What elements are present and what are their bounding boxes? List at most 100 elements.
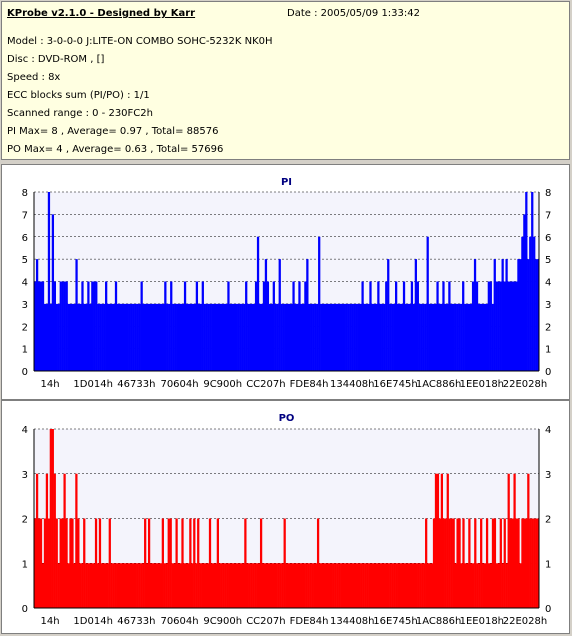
pi-bar (371, 303, 374, 372)
po-xtick: 70604h (160, 616, 198, 627)
pi-bar (511, 281, 514, 371)
pi-bar (103, 303, 106, 372)
po-bar (175, 518, 178, 608)
po-bar (460, 563, 463, 608)
pi-bar (95, 281, 98, 371)
pi-bar (296, 303, 299, 372)
pi-bar (351, 303, 354, 372)
po-bar (67, 563, 70, 608)
po-bar (501, 563, 504, 608)
pi-bar (146, 303, 149, 372)
pi-bar (168, 303, 171, 372)
pi-bar (172, 303, 175, 372)
pi-bar (185, 303, 189, 372)
pi-bar (531, 192, 534, 371)
po-bar (311, 563, 314, 608)
po-bar (191, 563, 194, 608)
po-bar (436, 473, 440, 608)
po-bar (206, 563, 210, 608)
pi-bar (233, 303, 236, 372)
pi-bar (460, 303, 463, 372)
po-bar (73, 563, 76, 608)
pi-bar (276, 303, 279, 372)
po-bar (199, 563, 202, 608)
po-bar (450, 518, 453, 608)
pi-bar (162, 303, 165, 372)
po-bar (301, 563, 304, 608)
po-bar (523, 518, 526, 608)
pi-bar (393, 303, 396, 372)
pi-bar (391, 303, 394, 372)
po-bar (94, 518, 98, 608)
pi-bar (203, 303, 206, 372)
pi-bar (471, 281, 475, 371)
pi-bar (197, 303, 200, 372)
pi-bar (525, 192, 528, 371)
po-bar (116, 563, 119, 608)
po-bar (509, 518, 512, 608)
pi-bar (343, 303, 346, 372)
po-bar (466, 563, 469, 608)
po-bar (177, 563, 180, 608)
pi-bar (497, 281, 500, 371)
pi-bar (519, 259, 522, 372)
pi-bar (349, 303, 352, 372)
pi-bar (424, 303, 427, 372)
pi-bar (337, 303, 341, 372)
po-bar (391, 563, 394, 608)
po-bar (208, 518, 212, 608)
pi-bar (473, 259, 477, 372)
pi-ytick-left: 1 (22, 345, 28, 356)
pi-bar (523, 214, 526, 372)
pi-bar (387, 259, 390, 372)
po-bar (35, 473, 39, 608)
po-xtick: CC207h (246, 616, 285, 627)
po-bar (419, 563, 422, 608)
po-bar (238, 563, 241, 608)
pi-bar (183, 281, 187, 371)
pi-bar (178, 303, 181, 372)
pi-bar (290, 303, 293, 372)
po-bar (279, 563, 282, 608)
po-bar (493, 518, 497, 608)
po-bar (387, 563, 390, 608)
info-panel: KProbe v2.1.0 - Designed by Karr Date : … (1, 1, 570, 160)
po-bar (519, 563, 522, 608)
pi-bar (65, 281, 68, 371)
po-bar (499, 518, 502, 608)
po-bar (89, 563, 92, 608)
range-line: Scanned range : 0 - 230FC2h (7, 108, 153, 119)
po-bar (187, 563, 190, 608)
pi-bar (39, 281, 43, 371)
pi-bar (217, 303, 220, 372)
pi-bar (199, 303, 202, 372)
pi-bar (331, 303, 335, 372)
pi-bar (247, 303, 250, 372)
po-bar (482, 563, 485, 608)
pi-bar (174, 303, 177, 372)
po-bar (87, 563, 90, 608)
po-xtick: 22E028h (503, 616, 547, 627)
pi-bar (483, 303, 487, 372)
po-bar (124, 563, 127, 608)
po-bar (377, 563, 381, 608)
po-bar (407, 563, 410, 608)
pi-ytick-left: 6 (22, 233, 28, 244)
po-bar (505, 563, 508, 608)
pi-bar (402, 281, 406, 371)
pi-bar (357, 303, 360, 372)
po-bar (65, 518, 68, 608)
po-bar (371, 563, 375, 608)
po-bar (57, 563, 60, 608)
po-bar (256, 563, 259, 608)
pi-ytick-right: 7 (545, 210, 551, 221)
pi-bar (258, 303, 262, 372)
pi-bar (383, 303, 386, 372)
po-bar (403, 563, 406, 608)
po-bar (348, 563, 351, 608)
po-bar (220, 563, 223, 608)
po-bar (155, 563, 159, 608)
po-bar (483, 563, 487, 608)
pi-bar (266, 281, 270, 371)
po-xtick: 46733h (117, 616, 155, 627)
